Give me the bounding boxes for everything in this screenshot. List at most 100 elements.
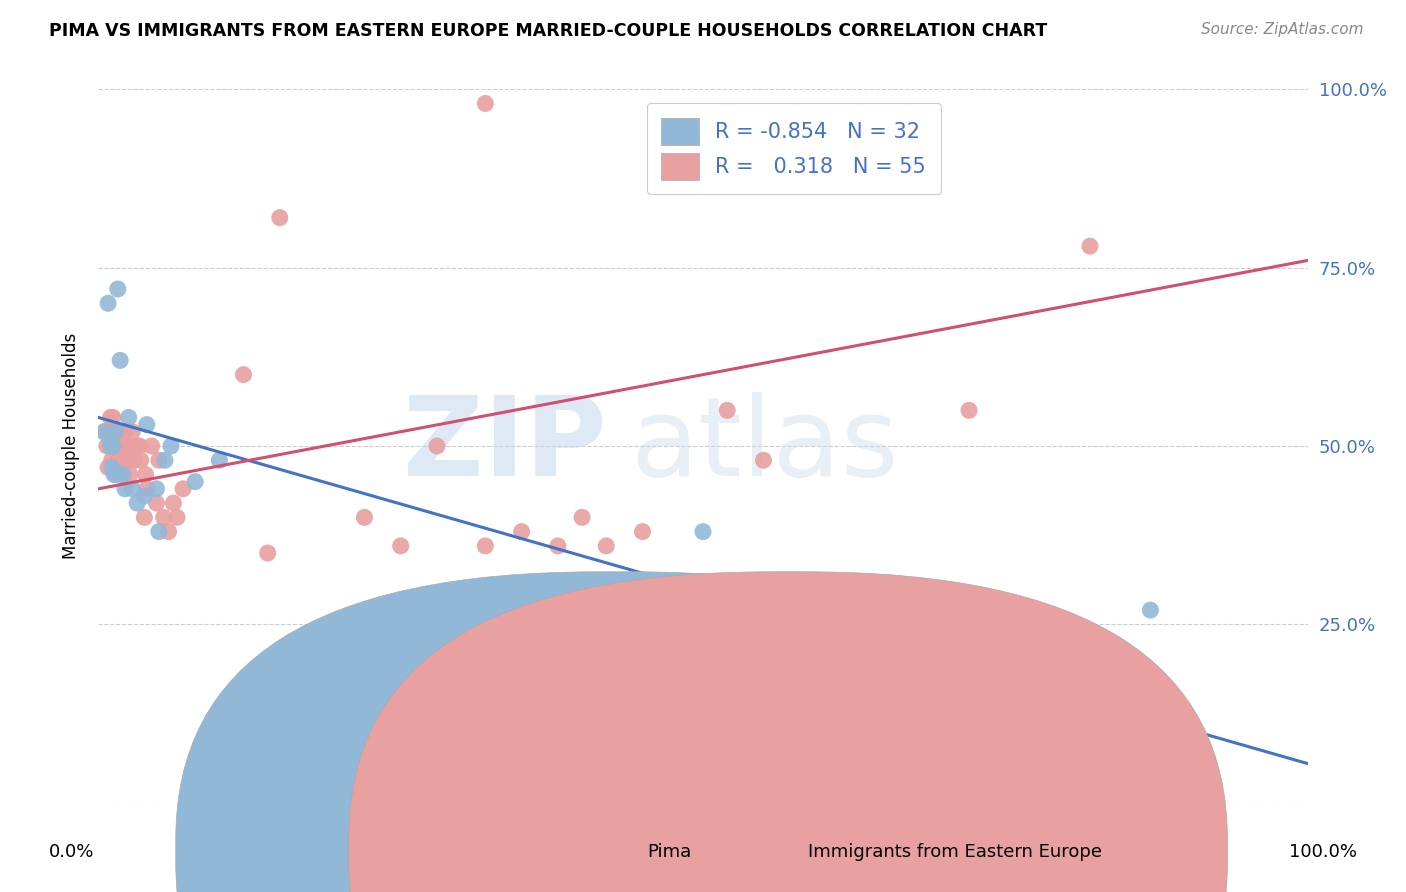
Point xyxy=(105,467,128,482)
Point xyxy=(108,439,131,453)
Point xyxy=(837,582,859,596)
Point xyxy=(115,439,138,453)
Text: ZIP: ZIP xyxy=(404,392,606,500)
Point xyxy=(510,524,533,539)
Point xyxy=(105,439,128,453)
Point xyxy=(595,539,617,553)
Point xyxy=(93,425,115,439)
Point xyxy=(957,653,980,667)
Point xyxy=(111,439,134,453)
Point xyxy=(957,403,980,417)
Point xyxy=(873,639,896,653)
Point xyxy=(108,353,131,368)
Point xyxy=(162,496,184,510)
Point xyxy=(166,510,188,524)
Point xyxy=(716,403,738,417)
Point xyxy=(114,425,136,439)
Point xyxy=(571,510,593,524)
Point xyxy=(232,368,254,382)
Point xyxy=(97,296,120,310)
Point xyxy=(153,453,176,467)
Point xyxy=(103,467,125,482)
Point xyxy=(426,439,449,453)
Point xyxy=(1139,603,1161,617)
FancyBboxPatch shape xyxy=(176,572,1054,892)
Point xyxy=(112,467,135,482)
Point xyxy=(256,546,278,560)
Text: Pima: Pima xyxy=(647,843,690,861)
Point xyxy=(118,453,141,467)
Point xyxy=(103,439,125,453)
Point xyxy=(105,425,128,439)
Point xyxy=(631,524,654,539)
Text: Source: ZipAtlas.com: Source: ZipAtlas.com xyxy=(1201,22,1364,37)
Point xyxy=(134,489,156,503)
Text: 100.0%: 100.0% xyxy=(1289,843,1357,861)
Point xyxy=(104,425,127,439)
Point xyxy=(100,425,122,439)
Point xyxy=(101,410,124,425)
Point xyxy=(135,417,157,432)
Point xyxy=(353,510,375,524)
Point xyxy=(474,539,496,553)
Point xyxy=(118,439,141,453)
Point xyxy=(100,410,122,425)
Point xyxy=(752,453,775,467)
Point xyxy=(134,510,156,524)
Point xyxy=(111,467,134,482)
Point xyxy=(121,482,143,496)
Point xyxy=(152,510,174,524)
Point xyxy=(98,432,121,446)
Point xyxy=(141,439,163,453)
Point xyxy=(110,453,132,467)
Text: PIMA VS IMMIGRANTS FROM EASTERN EUROPE MARRIED-COUPLE HOUSEHOLDS CORRELATION CHA: PIMA VS IMMIGRANTS FROM EASTERN EUROPE M… xyxy=(49,22,1047,40)
Point xyxy=(172,482,194,496)
Point xyxy=(108,425,131,439)
Point xyxy=(101,439,124,453)
Point xyxy=(994,639,1017,653)
Point xyxy=(135,482,157,496)
Point xyxy=(124,453,146,467)
Text: atlas: atlas xyxy=(630,392,898,500)
Point xyxy=(121,425,143,439)
Point xyxy=(148,524,170,539)
Text: Immigrants from Eastern Europe: Immigrants from Eastern Europe xyxy=(808,843,1102,861)
Point xyxy=(184,475,207,489)
Point xyxy=(1078,696,1101,710)
Point xyxy=(148,453,170,467)
Point xyxy=(93,425,115,439)
Point xyxy=(107,453,129,467)
Point xyxy=(96,439,118,453)
Point xyxy=(127,439,149,453)
Point xyxy=(716,632,738,646)
Point xyxy=(269,211,291,225)
Y-axis label: Married-couple Households: Married-couple Households xyxy=(62,333,80,559)
Point xyxy=(114,482,136,496)
Point xyxy=(118,467,141,482)
FancyBboxPatch shape xyxy=(349,572,1227,892)
Point xyxy=(127,496,149,510)
Point xyxy=(157,524,180,539)
Point xyxy=(145,496,167,510)
Point xyxy=(104,425,127,439)
Point xyxy=(100,453,122,467)
Point xyxy=(100,439,122,453)
Point xyxy=(692,524,714,539)
Point xyxy=(145,482,167,496)
Point xyxy=(97,460,120,475)
Point xyxy=(107,282,129,296)
Point xyxy=(160,439,183,453)
Point xyxy=(208,453,231,467)
Point xyxy=(1031,660,1053,674)
Point xyxy=(474,96,496,111)
Point xyxy=(118,410,141,425)
Point xyxy=(389,539,412,553)
Point xyxy=(135,467,157,482)
Text: 0.0%: 0.0% xyxy=(49,843,94,861)
Point xyxy=(1078,239,1101,253)
Point xyxy=(129,453,152,467)
Legend: R = -0.854   N = 32, R =   0.318   N = 55: R = -0.854 N = 32, R = 0.318 N = 55 xyxy=(647,103,941,194)
Point xyxy=(547,539,569,553)
Point xyxy=(100,460,122,475)
Point xyxy=(128,439,150,453)
